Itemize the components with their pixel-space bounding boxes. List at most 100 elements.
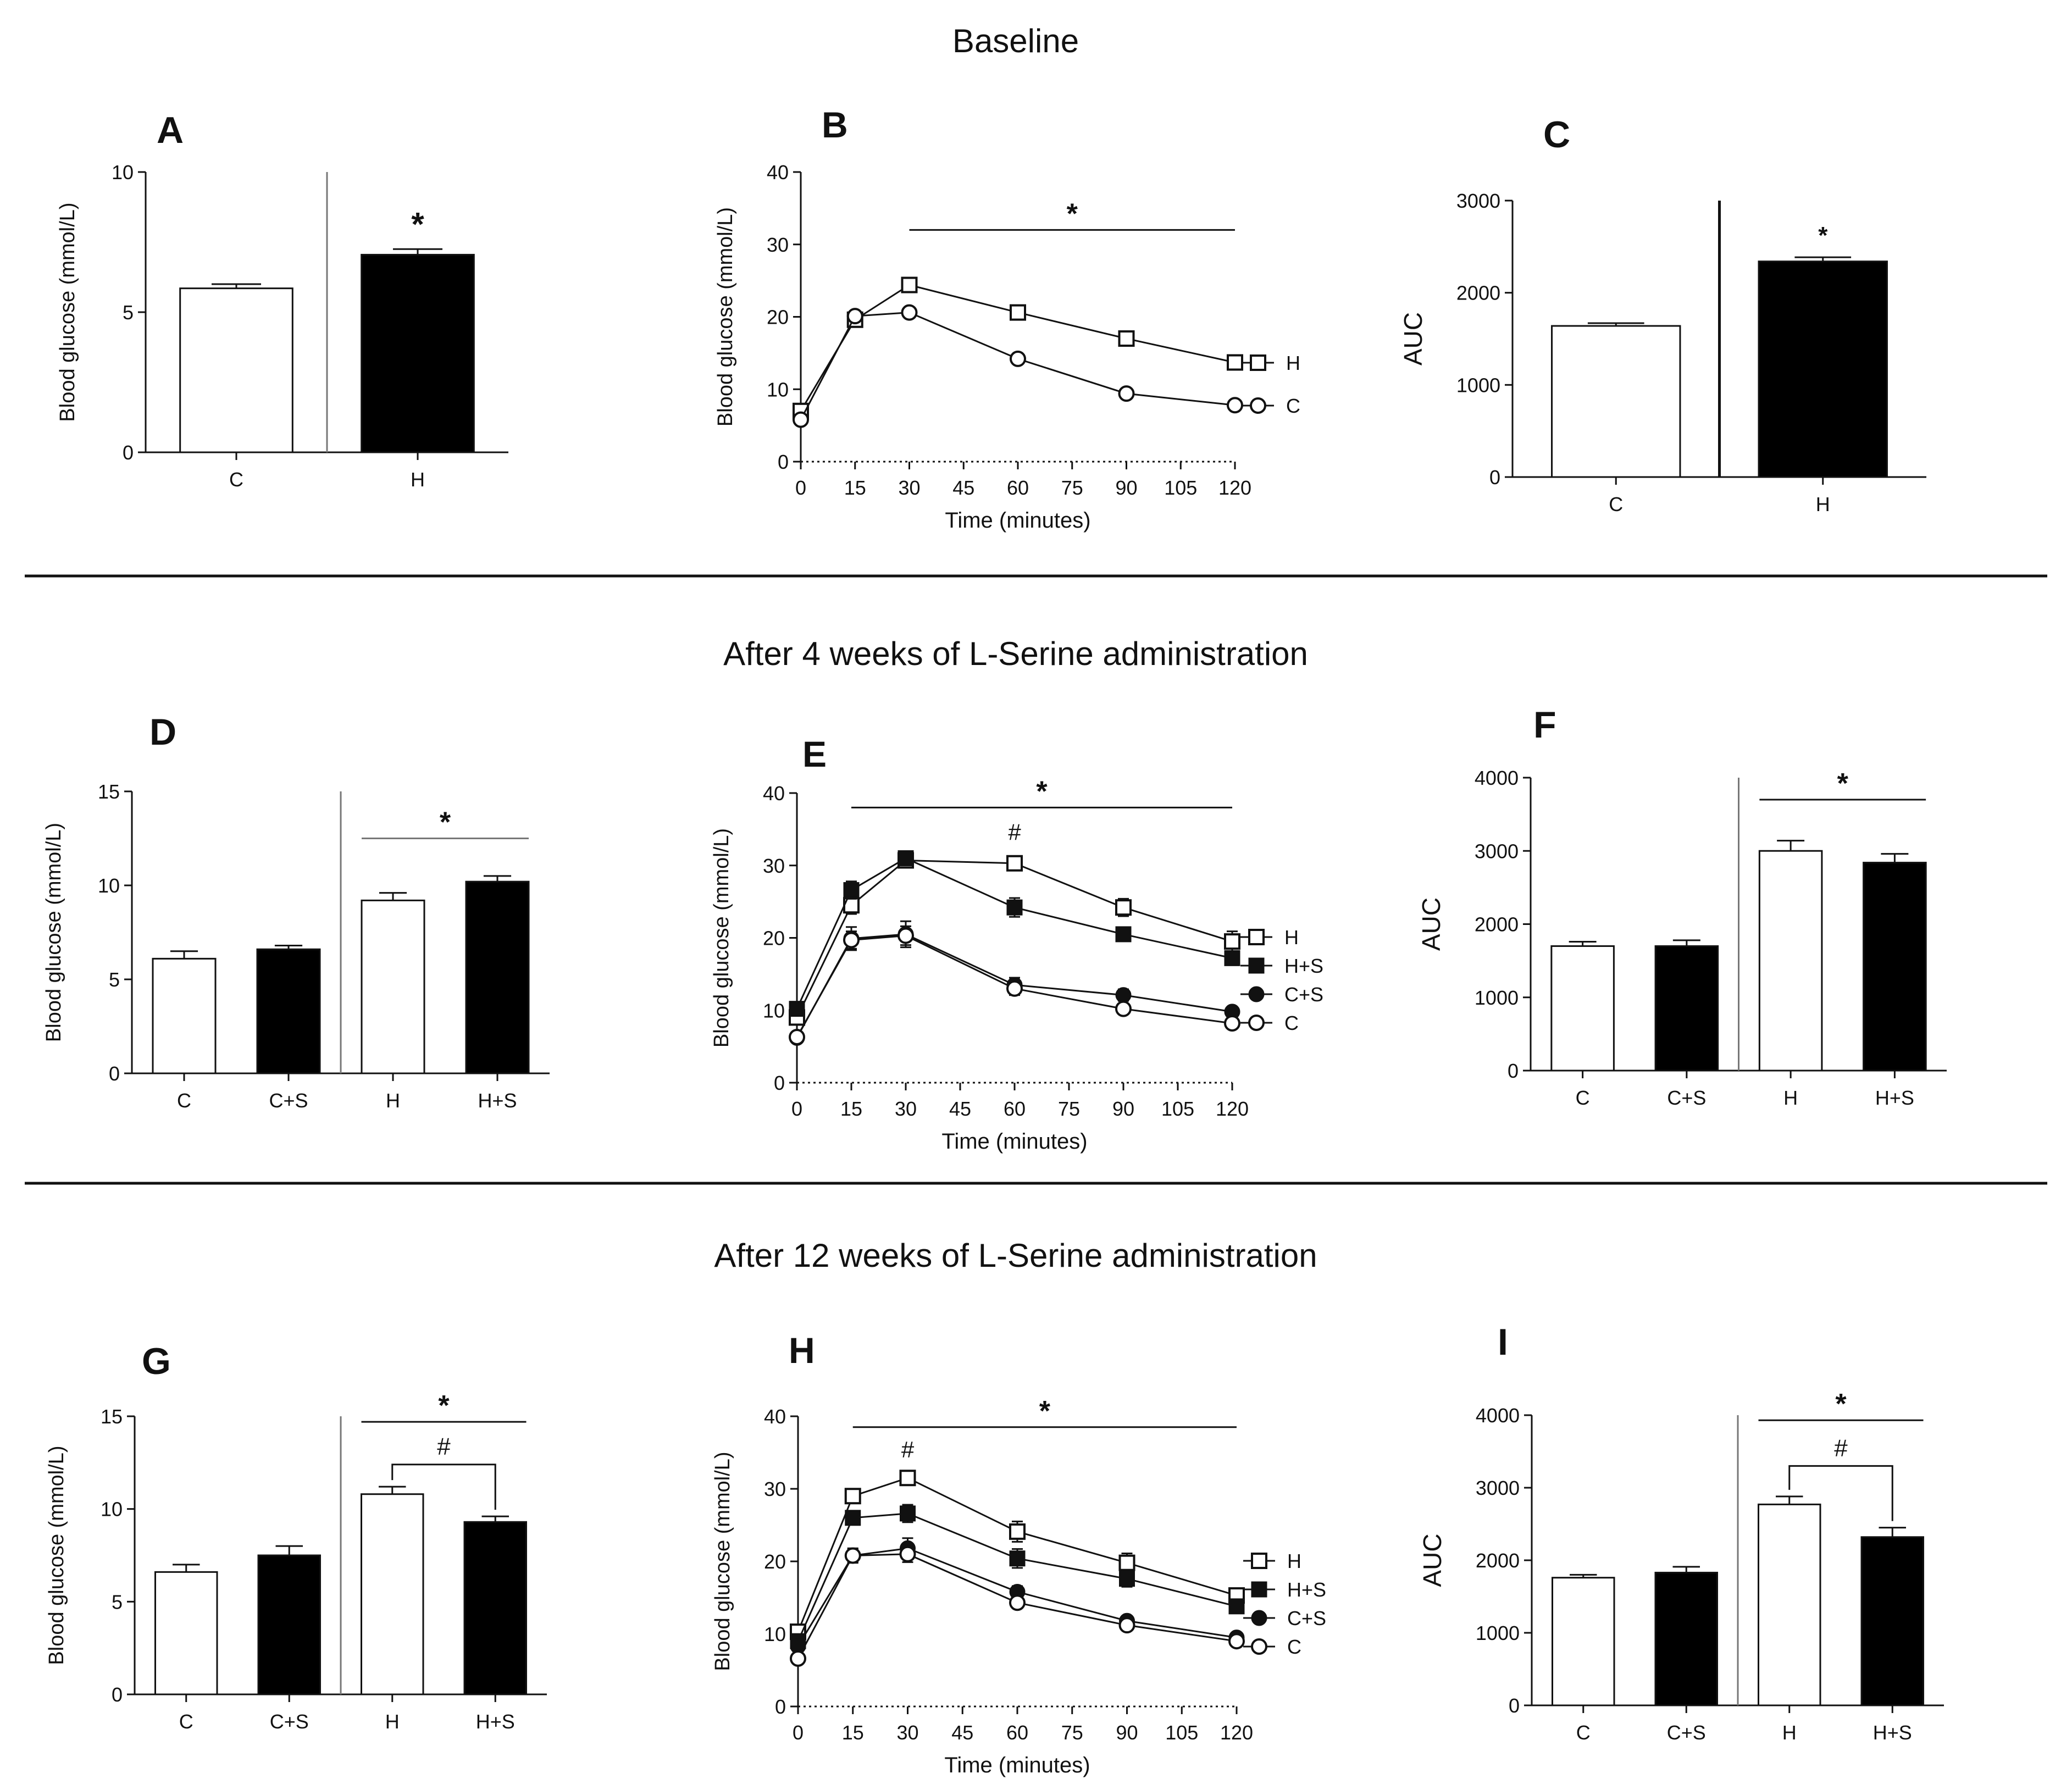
y-axis-title: AUC [1399, 312, 1427, 365]
legend-item-H+S: H+S [1240, 955, 1323, 977]
x-tick-label: H+S [478, 1089, 517, 1112]
data-point [844, 1547, 861, 1564]
legend-item-C: C [1242, 395, 1300, 417]
x-tick-label: H [386, 1089, 400, 1112]
x-tick-label: C+S [1667, 1721, 1706, 1744]
data-point [1118, 385, 1135, 402]
data-point [1224, 1015, 1240, 1032]
x-tick-label: 60 [1007, 476, 1029, 499]
x-tick-label: C [229, 468, 243, 491]
x-tick-label: 90 [1115, 476, 1137, 499]
bar-H+S [1860, 1536, 1924, 1706]
data-point [1119, 1571, 1135, 1587]
bar-H [1758, 1503, 1821, 1706]
legend-item-C: C [1240, 1012, 1299, 1034]
chart-I: I 0 1000 2000 3000 4000 AUC C C+S H H+S * # [1418, 1321, 1944, 1744]
panel-label: F [1533, 704, 1556, 746]
significance-star: * [1036, 775, 1048, 807]
chart-H: H 0 10 20 30 40 Blood glucose (mmol/L) 0 15 30 45 6… [711, 1330, 1326, 1777]
panel-label: C [1543, 114, 1570, 156]
y-tick-label: 10 [101, 1498, 123, 1521]
x-axis-title: Time (minutes) [941, 1129, 1087, 1154]
bar-H [1758, 261, 1888, 478]
y-axis-title: Blood glucose (mmol/L) [711, 1451, 734, 1671]
y-tick-label: 0 [1489, 466, 1500, 489]
legend-marker [1248, 986, 1265, 1002]
series-line [797, 1477, 1237, 1632]
data-point [1224, 933, 1240, 950]
series-line [797, 1553, 1237, 1659]
x-tick-label: C [179, 1710, 193, 1733]
significance-star: * [1837, 768, 1849, 800]
chart-B: B 0 10 20 30 40 Blood glucose (mmol/L) 0 15 30 45 6… [714, 104, 1300, 533]
y-tick-label: 0 [778, 451, 789, 473]
y-tick-label: 20 [767, 306, 789, 329]
y-axis-title: Blood glucose (mmol/L) [42, 823, 65, 1042]
x-tick-label: 0 [795, 476, 806, 499]
x-tick-label: 75 [1061, 476, 1083, 499]
legend-item-H: H [1243, 1550, 1301, 1572]
legend-label: H [1287, 1550, 1301, 1572]
y-tick-label: 0 [775, 1695, 786, 1718]
chart-C: C 0 1000 2000 3000 AUC C H * [1399, 114, 1926, 516]
data-point [1118, 330, 1135, 347]
series-C [790, 1545, 1245, 1667]
significance-star: * [1067, 198, 1078, 230]
y-tick-label: 30 [764, 1478, 786, 1500]
x-tick-label: 105 [1165, 1721, 1198, 1744]
legend-label: C+S [1284, 983, 1323, 1006]
x-tick-label: 45 [952, 476, 974, 499]
significance-star: * [1835, 1388, 1847, 1420]
panel-label: I [1498, 1321, 1508, 1363]
x-tick-label: H [1816, 493, 1830, 516]
data-point [1228, 1633, 1245, 1650]
data-point [843, 882, 860, 899]
x-tick-label: H [1783, 1087, 1798, 1109]
series-C [793, 304, 1243, 428]
data-point [843, 932, 860, 949]
legend-marker [1251, 1638, 1267, 1655]
y-tick-label: 0 [774, 1072, 785, 1094]
y-tick-label: 40 [767, 161, 789, 184]
x-tick-label: C+S [269, 1089, 308, 1112]
y-tick-label: 20 [764, 1550, 786, 1573]
y-axis-title: Blood glucose (mmol/L) [710, 828, 733, 1048]
section-title-baseline: Baseline [952, 23, 1079, 59]
y-tick-label: 30 [767, 234, 789, 256]
data-point [1010, 350, 1026, 367]
x-tick-label: 90 [1116, 1721, 1138, 1744]
x-tick-label: 120 [1216, 1098, 1249, 1120]
bar-H [361, 1493, 424, 1695]
data-point [899, 1545, 916, 1562]
data-point [898, 850, 914, 867]
legend-item-H: H [1240, 926, 1299, 949]
legend-item-H: H [1242, 352, 1300, 374]
x-tick-label: 30 [895, 1098, 917, 1120]
panel-label: G [142, 1340, 171, 1382]
y-tick-label: 0 [109, 1062, 120, 1085]
panel-label: A [157, 109, 184, 151]
y-tick-label: 40 [763, 782, 785, 805]
data-point [1009, 1523, 1026, 1540]
series-line [800, 312, 1236, 420]
data-point [793, 411, 809, 428]
significance-star: * [438, 1390, 450, 1422]
series-line [796, 860, 1233, 1018]
data-point [789, 1001, 805, 1017]
bar-H [361, 253, 475, 453]
y-tick-label: 10 [764, 1623, 786, 1645]
section-title-12-weeks: After 12 weeks of L-Serine administratio… [714, 1237, 1317, 1274]
y-tick-label: 1000 [1475, 987, 1519, 1009]
data-point [1224, 950, 1240, 966]
y-tick-label: 0 [1509, 1694, 1520, 1717]
data-point [844, 1488, 861, 1505]
x-tick-label: 60 [1004, 1098, 1026, 1120]
x-tick-label: 15 [844, 476, 866, 499]
y-tick-label: 5 [112, 1591, 123, 1613]
y-tick-label: 0 [112, 1683, 123, 1706]
x-tick-label: 0 [791, 1098, 802, 1120]
x-tick-label: H+S [1875, 1087, 1914, 1109]
x-tick-label: H [385, 1710, 400, 1733]
chart-G: G 0 5 10 15 Blood glucose (mmol/L) C C+S H H+S * # [45, 1340, 547, 1733]
